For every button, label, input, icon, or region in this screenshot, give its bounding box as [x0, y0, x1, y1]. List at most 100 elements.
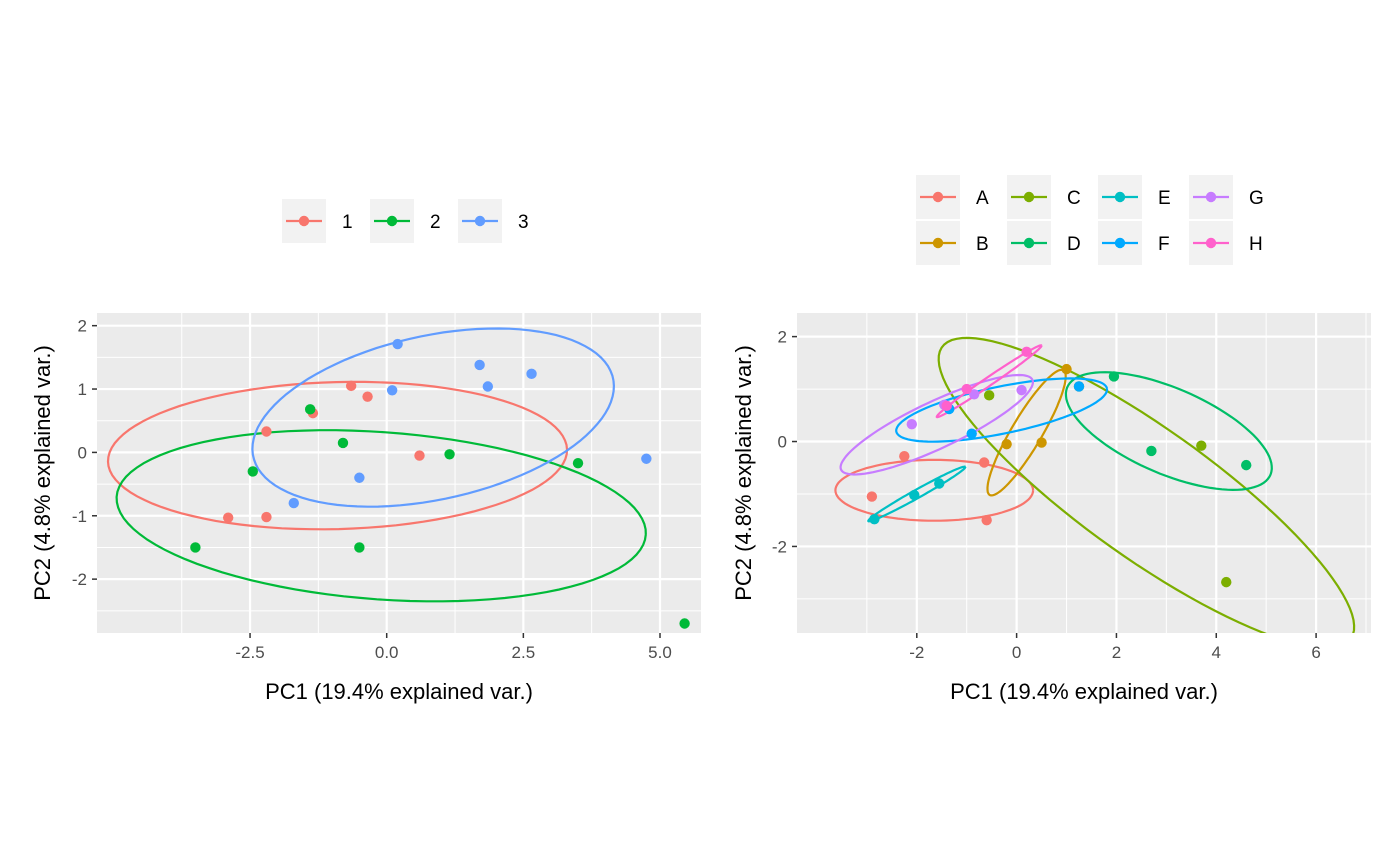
right-legend-key-point	[932, 191, 944, 203]
left-legend-label: 1	[342, 212, 353, 233]
right-point-group-F	[1073, 381, 1085, 392]
right-point-group-B	[1036, 437, 1047, 448]
right-legend-label: H	[1249, 234, 1263, 255]
right-point-group-G	[1016, 384, 1027, 396]
left-legend-label: 2	[430, 212, 441, 233]
left-point-group-1	[345, 380, 357, 392]
left-point-group-2	[190, 542, 201, 553]
right-point-group-B	[1061, 363, 1072, 375]
left-y-tick-label: -1	[72, 507, 87, 526]
left-point-group-2	[354, 542, 365, 553]
right-legend-label: B	[976, 234, 989, 255]
right-point-group-C	[983, 390, 995, 401]
left-point-group-1	[261, 426, 272, 437]
right-legend-label: E	[1158, 188, 1171, 209]
right-point-group-B	[1001, 438, 1012, 450]
right-legend-key-point	[1023, 237, 1035, 249]
left-point-group-1	[709, 476, 719, 486]
left-ellipse-group-3	[251, 327, 616, 508]
left-point-group-3	[526, 368, 537, 380]
right-x-tick-label: -2	[909, 643, 924, 662]
right-legend-item-H: H	[1189, 221, 1263, 265]
left-point-group-1	[222, 512, 234, 523]
left-point-group-3	[354, 472, 365, 483]
right-legend-item-B: B	[916, 221, 989, 265]
right-point-group-H	[1021, 346, 1032, 358]
right-point-group-A	[899, 451, 910, 462]
left-y-tick-label: -2	[72, 570, 87, 589]
right-legend-key-point	[1114, 237, 1126, 249]
right-plot-background	[797, 313, 1371, 633]
left-point-group-3	[386, 385, 398, 396]
left-ellipse-group-1	[106, 380, 569, 531]
right-point-group-A	[866, 491, 878, 502]
right-point-group-E	[909, 489, 920, 501]
left-point-group-3	[474, 359, 485, 371]
right-point-group-A	[978, 457, 990, 468]
left-point-group-2	[337, 437, 349, 449]
right-y-tick-label: 0	[778, 433, 787, 452]
right-legend-item-F: F	[1098, 221, 1170, 265]
left-plot-marks	[106, 327, 719, 629]
right-legend-label: D	[1067, 234, 1081, 255]
left-point-group-3	[392, 338, 403, 350]
right-legend-label: F	[1158, 234, 1170, 255]
right-axes: -2 0 2 4 6 -2 0 2	[772, 328, 1321, 662]
left-x-axis-title: PC1 (19.4% explained var.)	[265, 679, 533, 704]
left-chart: 1 2 3 -2.5 0.0 2.5 5.0 -2 -1 0 1 2 PC1 (19.4% expl…	[30, 199, 719, 704]
right-chart: A B C D E F G H -2 0 2 4 6 -2 0 2 PC1 (19.4% explained…	[731, 175, 1371, 704]
left-point-group-2	[304, 404, 316, 415]
left-point-group-1	[414, 450, 425, 461]
left-point-group-3	[641, 453, 652, 464]
left-y-tick-label: 0	[78, 443, 87, 462]
left-legend: 1 2 3	[282, 199, 529, 243]
right-legend-item-E: E	[1098, 175, 1171, 219]
left-point-group-2	[247, 466, 258, 477]
right-point-group-G	[906, 419, 917, 430]
right-x-tick-label: 6	[1311, 643, 1320, 662]
left-legend-key-point	[474, 215, 486, 227]
right-point-group-F	[966, 428, 977, 439]
right-point-group-H	[961, 383, 972, 395]
right-legend-item-C: C	[1007, 175, 1081, 219]
left-legend-item-1: 1	[282, 199, 353, 243]
right-x-tick-label: 4	[1212, 643, 1221, 662]
right-y-axis-title: PC2 (4.8% explained var.)	[731, 345, 756, 601]
right-clipped-marks	[834, 336, 1356, 633]
left-clipped-marks	[106, 327, 719, 629]
right-point-group-H	[941, 400, 952, 412]
right-ellipse-group-B	[986, 368, 1067, 497]
left-legend-key-point	[298, 215, 310, 227]
left-x-tick-label: 0.0	[375, 643, 399, 662]
right-y-tick-label: -2	[772, 537, 787, 556]
left-y-tick-label: 1	[78, 380, 87, 399]
right-legend-item-G: G	[1189, 175, 1264, 219]
right-legend-key-point	[1205, 191, 1217, 203]
right-ellipse-group-H	[935, 344, 1043, 419]
left-axes: -2.5 0.0 2.5 5.0 -2 -1 0 1 2	[72, 317, 672, 662]
left-x-tick-label: 5.0	[648, 643, 672, 662]
right-point-group-E	[934, 478, 945, 489]
left-legend-key-point	[386, 215, 398, 227]
left-plot-background	[97, 313, 701, 633]
right-ellipse-group-D	[1064, 371, 1273, 492]
right-legend-key-point	[1023, 191, 1035, 203]
right-legend-label: C	[1067, 188, 1081, 209]
left-y-tick-label: 2	[78, 317, 87, 336]
right-legend-key-point	[932, 237, 944, 249]
right-point-group-D	[1146, 445, 1157, 457]
left-point-group-2	[679, 618, 690, 629]
left-point-group-3	[482, 381, 494, 392]
left-point-group-2	[444, 449, 455, 460]
right-y-tick-label: 2	[778, 328, 787, 347]
right-point-group-E	[869, 513, 880, 525]
right-ellipse-group-F	[895, 377, 1109, 443]
right-point-group-C	[1221, 576, 1232, 588]
right-legend: A B C D E F G H	[916, 175, 1264, 265]
right-x-axis-title: PC1 (19.4% explained var.)	[950, 679, 1218, 704]
left-legend-item-3: 3	[458, 199, 529, 243]
left-ellipse-group-2	[115, 429, 647, 603]
right-ellipse-group-C	[937, 336, 1356, 633]
right-point-group-D	[1108, 371, 1120, 382]
